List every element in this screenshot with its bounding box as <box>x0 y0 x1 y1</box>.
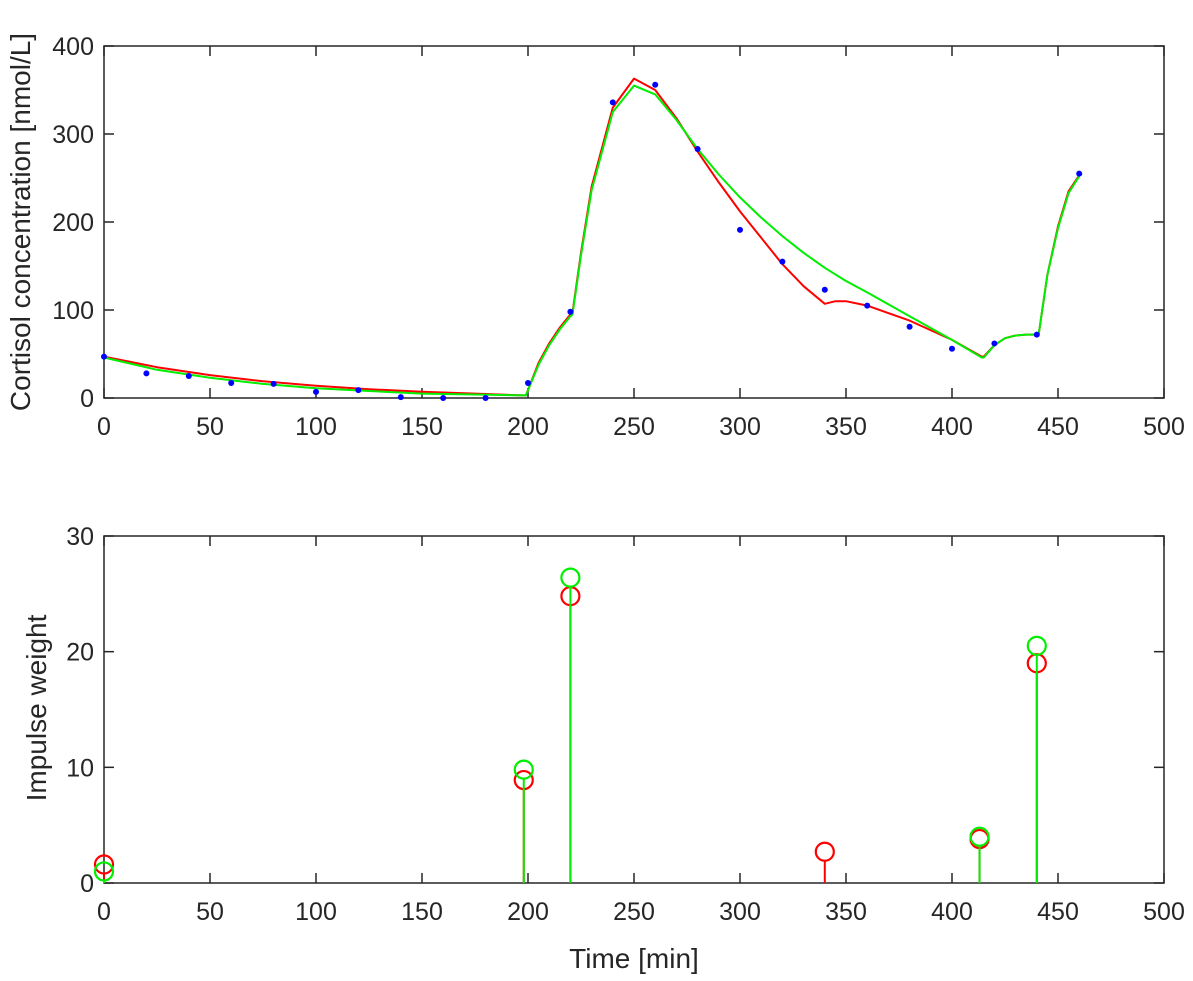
bottom-y-tick-label: 30 <box>66 523 94 551</box>
data-point <box>101 353 107 360</box>
bottom-y-tick-label: 20 <box>66 639 94 667</box>
data-point <box>270 380 277 387</box>
top-y-tick-label: 100 <box>52 297 94 325</box>
bottom-x-tick-label: 350 <box>825 898 867 926</box>
bottom-y-tick-label: 0 <box>80 870 94 898</box>
data-point <box>906 323 913 330</box>
top-x-tick-label: 0 <box>97 413 111 441</box>
bottom-x-tick-label: 450 <box>1037 898 1079 926</box>
impulse-marker <box>513 759 534 780</box>
data-point <box>567 308 574 315</box>
top-y-axis-label: Cortisol concentration [nmol/L] <box>5 33 36 411</box>
data-point <box>397 394 404 401</box>
top-x-tick-label: 200 <box>507 413 549 441</box>
bottom-x-tick-label: 50 <box>196 898 224 926</box>
top-y-tick-label: 400 <box>52 33 94 61</box>
data-point <box>1076 170 1083 177</box>
impulse-marker <box>969 826 990 847</box>
top-axes-box <box>103 45 1165 399</box>
top-x-tick-label: 350 <box>825 413 867 441</box>
impulse-weight-plot: Impulse weight Time [min] 0 50 100 150 200 25… <box>21 523 1185 974</box>
bottom-x-tick-label: 100 <box>295 898 337 926</box>
bottom-x-tick-label: 250 <box>613 898 655 926</box>
fit-line-2 <box>103 84 1081 397</box>
cortisol-concentration-plot: Cortisol concentration [nmol/L] 0 50 100 15… <box>5 33 1185 441</box>
data-point <box>949 345 955 352</box>
top-x-tick-label: 100 <box>295 413 337 441</box>
impulse-marker <box>560 567 581 588</box>
data-point <box>143 370 150 377</box>
top-x-tick-label: 50 <box>196 413 224 441</box>
data-point <box>525 380 531 387</box>
top-x-tick-label: 300 <box>719 413 761 441</box>
fit-line-1 <box>103 77 1081 397</box>
data-point <box>991 340 998 347</box>
impulse-marker <box>93 854 115 875</box>
top-y-tick-label: 0 <box>80 385 94 413</box>
bottom-x-tick-label: 150 <box>401 898 443 926</box>
top-y-tick-label: 300 <box>52 121 94 149</box>
bottom-x-tick-label: 0 <box>97 898 111 926</box>
data-point <box>821 286 828 293</box>
data-point <box>779 258 786 265</box>
data-point <box>609 99 616 106</box>
data-point <box>1033 331 1040 338</box>
data-point <box>185 373 192 379</box>
data-point <box>482 395 489 401</box>
top-x-tick-label: 500 <box>1143 413 1185 441</box>
data-point <box>355 387 362 394</box>
bottom-x-tick-label: 200 <box>507 898 549 926</box>
top-x-tick-label: 250 <box>613 413 655 441</box>
bottom-y-tick-label: 10 <box>66 754 94 782</box>
bottom-x-tick-label: 300 <box>719 898 761 926</box>
data-point <box>694 145 701 152</box>
data-point <box>440 395 447 401</box>
top-x-tick-label: 150 <box>401 413 443 441</box>
data-point <box>737 226 743 233</box>
bottom-x-tick-label: 500 <box>1143 898 1185 926</box>
impulse-marker <box>93 861 115 882</box>
top-x-tick-label: 450 <box>1037 413 1079 441</box>
data-point <box>228 380 235 387</box>
impulse-marker <box>1026 635 1047 656</box>
bottom-axes-box <box>103 535 1165 884</box>
top-y-tick-label: 200 <box>52 209 94 237</box>
impulse-marker <box>814 841 835 862</box>
data-point <box>864 302 871 309</box>
data-point <box>313 388 319 395</box>
bottom-x-tick-label: 400 <box>931 898 973 926</box>
x-axis-label: Time [min] <box>569 943 699 974</box>
top-x-tick-label: 400 <box>931 413 973 441</box>
bottom-y-axis-label: Impulse weight <box>21 614 52 801</box>
data-point <box>652 81 659 88</box>
